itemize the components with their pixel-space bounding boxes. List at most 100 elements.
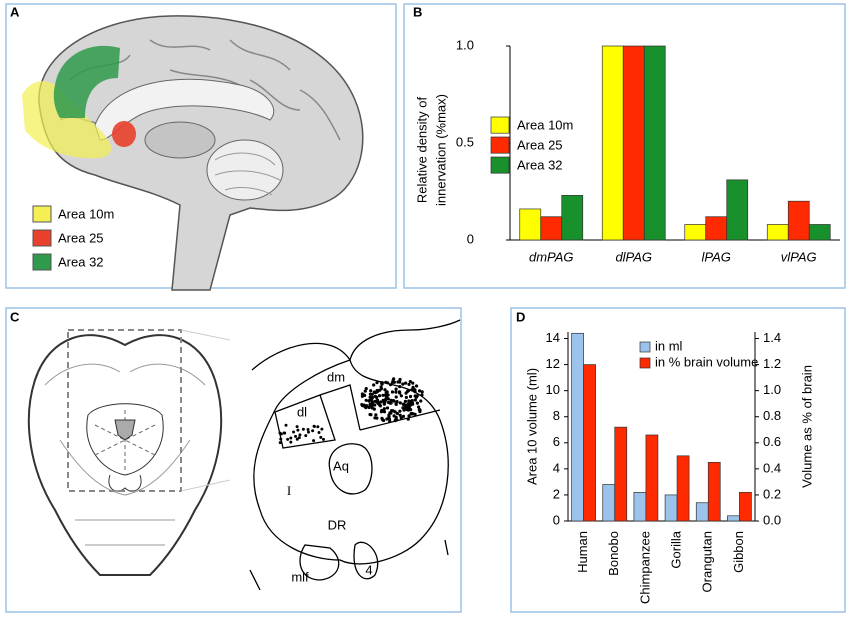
dot [395, 399, 399, 404]
dot [362, 403, 366, 407]
dot [417, 408, 422, 412]
dot [364, 398, 368, 402]
dot [394, 390, 398, 394]
y-tick-label: 0 [467, 231, 474, 246]
region-label: DR [328, 517, 347, 532]
dot [407, 414, 411, 418]
y-tick-label: 10 [546, 382, 560, 397]
legend-swatch [32, 229, 52, 247]
dot [311, 429, 315, 433]
dot [294, 434, 298, 438]
dot [402, 408, 406, 412]
dot [279, 432, 283, 436]
dot [392, 377, 396, 381]
bar [707, 461, 721, 522]
region-label: 4 [365, 562, 372, 577]
dot [413, 412, 417, 416]
pag-diagram [249, 319, 461, 591]
y2-tick-label: 0.4 [763, 460, 781, 475]
region-label: mlf [291, 569, 309, 584]
dot [369, 413, 373, 417]
dot [307, 430, 311, 434]
bar [540, 216, 563, 241]
dot [399, 394, 403, 398]
dot [401, 414, 406, 418]
panel-label: A [10, 4, 20, 19]
dot [407, 399, 411, 403]
dot [295, 425, 299, 429]
dot [360, 392, 365, 396]
dot [398, 409, 402, 413]
dot [375, 388, 379, 393]
dot [375, 400, 379, 405]
dot [415, 394, 419, 398]
bar [645, 434, 659, 522]
y-tick-label: 8 [553, 408, 560, 423]
legend-label: in ml [655, 338, 683, 353]
dot [388, 411, 392, 415]
bar [571, 332, 584, 522]
legend-label: Area 25 [517, 137, 563, 152]
dot [289, 440, 293, 444]
legend-swatch [490, 136, 510, 154]
dot [398, 385, 402, 389]
dot [396, 380, 400, 384]
dot [306, 427, 310, 431]
dot [398, 401, 402, 405]
y-tick-label: 0 [553, 512, 560, 527]
dot [319, 435, 323, 439]
dot [413, 390, 417, 394]
region-label: Aq [333, 458, 349, 473]
dot [409, 412, 413, 416]
x-tick-label: Gibbon [731, 531, 746, 573]
x-tick-label: Bonobo [606, 531, 621, 576]
dot [369, 389, 373, 393]
dot [417, 389, 422, 393]
bar [664, 494, 678, 522]
dot [292, 430, 296, 434]
bar [726, 179, 749, 241]
bar [766, 224, 789, 241]
dot [304, 434, 308, 438]
dot [386, 397, 390, 401]
dot [289, 436, 293, 440]
dot [369, 402, 373, 406]
dot [386, 400, 391, 405]
x-tick-label: Orangutan [700, 531, 715, 592]
dot [386, 381, 390, 385]
dot [316, 425, 320, 429]
legend-label: Area 10m [58, 206, 114, 221]
dot [391, 409, 395, 413]
dot [409, 402, 413, 406]
charts: B 0 0.5 1.0 Relative density of innervation (… [413, 4, 840, 604]
dot [320, 427, 324, 431]
panel-frame [5, 307, 462, 613]
dot [364, 387, 368, 391]
dot [278, 441, 282, 445]
dot [405, 406, 409, 410]
dot [413, 398, 417, 402]
legend-swatch [639, 341, 651, 353]
dot [368, 392, 372, 396]
bar [676, 455, 690, 522]
dot [282, 431, 286, 435]
dot [312, 425, 316, 429]
dot [394, 387, 398, 391]
dot [411, 381, 415, 385]
dot [404, 395, 408, 399]
dot [385, 406, 390, 410]
dot [375, 381, 379, 385]
projection-dots [278, 377, 424, 445]
legend-swatch [490, 116, 510, 134]
x-tick-label: Chimpanzee [637, 531, 652, 604]
panel-label: D [516, 309, 525, 324]
dot [379, 400, 383, 404]
dot [389, 398, 393, 402]
y2-tick-label: 1.0 [763, 382, 781, 397]
legend-label: Area 32 [58, 254, 104, 269]
bar [583, 364, 596, 522]
y2-axis-label: Volume as % of brain [799, 365, 814, 488]
dot [321, 437, 325, 441]
bar [601, 45, 624, 241]
